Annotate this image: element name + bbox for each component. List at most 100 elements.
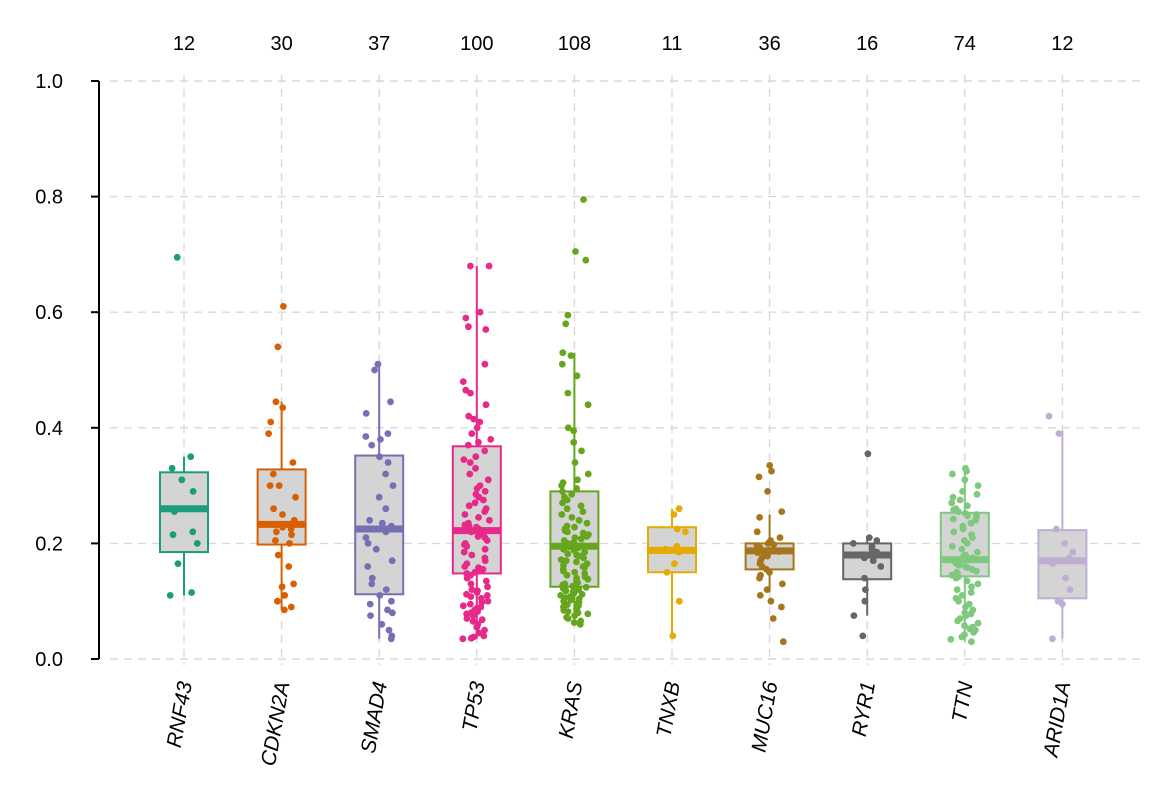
- data-point: [289, 459, 297, 466]
- data-point: [955, 562, 963, 569]
- data-point: [952, 574, 960, 582]
- data-point: [973, 567, 980, 575]
- data-point: [371, 366, 378, 374]
- data-point: [869, 557, 877, 565]
- data-point: [269, 470, 277, 478]
- data-point: [382, 505, 390, 513]
- box-group-rnf43: [159, 253, 209, 599]
- data-point: [956, 496, 964, 504]
- data-point: [481, 447, 489, 455]
- data-point: [775, 548, 783, 555]
- data-point: [473, 485, 481, 492]
- data-point: [583, 533, 591, 540]
- data-point: [462, 314, 470, 322]
- data-point: [362, 410, 370, 417]
- data-point: [582, 256, 590, 264]
- data-point: [275, 482, 283, 489]
- box-layer: [159, 196, 1088, 646]
- data-point: [388, 557, 396, 565]
- data-point: [862, 586, 869, 593]
- data-point: [584, 470, 592, 478]
- data-point: [475, 514, 482, 521]
- data-point: [779, 638, 787, 646]
- gene-label: RNF43: [163, 680, 197, 750]
- data-point: [372, 545, 380, 553]
- box-group-smad4: [354, 360, 405, 643]
- data-point: [272, 537, 279, 544]
- data-point: [568, 490, 576, 498]
- data-point: [387, 398, 394, 406]
- data-point: [478, 616, 486, 624]
- data-point: [963, 467, 971, 475]
- data-point: [377, 436, 384, 443]
- data-point: [580, 554, 587, 562]
- box-group-tnxb: [647, 505, 697, 640]
- data-point: [753, 528, 761, 536]
- data-point: [465, 502, 473, 510]
- data-point: [376, 453, 383, 461]
- data-point: [193, 540, 201, 547]
- data-point: [671, 560, 678, 567]
- data-point: [571, 523, 578, 531]
- gene-label: TNXB: [653, 680, 685, 739]
- data-point: [1061, 540, 1068, 547]
- gene-label: KRAS: [555, 680, 588, 740]
- data-point: [286, 540, 293, 547]
- data-point: [464, 441, 472, 449]
- data-point: [576, 620, 584, 628]
- data-point: [469, 612, 477, 619]
- data-point: [571, 612, 579, 619]
- data-point: [1045, 412, 1053, 420]
- data-point: [466, 470, 474, 478]
- data-point: [382, 528, 390, 536]
- data-point: [387, 635, 395, 643]
- data-point: [459, 378, 467, 385]
- data-point: [968, 583, 975, 591]
- data-point: [1065, 554, 1073, 562]
- data-point: [764, 488, 771, 495]
- data-point: [581, 564, 588, 572]
- data-point: [467, 262, 474, 270]
- data-point: [280, 303, 287, 310]
- count-label: 11: [662, 33, 683, 55]
- count-label: 12: [173, 33, 195, 55]
- data-point: [480, 496, 487, 504]
- y-axis: 0.0 0.2 0.4 0.6 0.8 1.0: [35, 71, 100, 671]
- data-point: [670, 511, 678, 518]
- data-point: [558, 360, 566, 368]
- data-point: [564, 311, 572, 319]
- data-point: [466, 459, 474, 466]
- data-point: [768, 467, 775, 475]
- data-point: [278, 583, 286, 591]
- data-point: [466, 600, 474, 608]
- box-group-muc16: [744, 462, 795, 646]
- data-point: [178, 476, 186, 484]
- data-point: [461, 511, 469, 518]
- data-point: [974, 482, 982, 489]
- data-point: [949, 493, 957, 501]
- data-point: [769, 615, 777, 622]
- data-point: [766, 568, 773, 576]
- data-point: [169, 531, 177, 539]
- data-point: [267, 418, 275, 426]
- data-point: [763, 586, 771, 593]
- data-point: [481, 557, 489, 565]
- data-point: [482, 577, 490, 585]
- data-point: [961, 622, 968, 629]
- data-point: [559, 349, 567, 357]
- data-point: [174, 560, 182, 567]
- data-point: [568, 514, 576, 521]
- data-point: [481, 360, 489, 368]
- data-point: [861, 574, 868, 582]
- box-group-tp53: [451, 262, 502, 643]
- data-point: [877, 563, 885, 570]
- data-point: [865, 534, 873, 541]
- data-point: [483, 592, 491, 599]
- data-point: [755, 473, 763, 481]
- y-tick-label: 0.8: [35, 187, 63, 209]
- data-point: [583, 519, 591, 527]
- data-point: [378, 620, 386, 628]
- data-point: [584, 401, 592, 409]
- y-tick-label: 0.2: [35, 533, 63, 555]
- data-point: [486, 516, 493, 524]
